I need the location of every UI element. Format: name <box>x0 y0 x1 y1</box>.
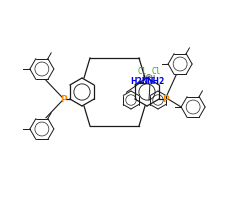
Text: NH2: NH2 <box>146 77 164 86</box>
Polygon shape <box>140 82 144 84</box>
Text: Cl: Cl <box>138 68 147 76</box>
Text: P: P <box>162 95 168 104</box>
Text: P: P <box>60 95 67 104</box>
Text: H2N: H2N <box>130 77 148 86</box>
Text: Cl: Cl <box>151 68 160 76</box>
Text: .uRu: .uRu <box>141 74 155 79</box>
